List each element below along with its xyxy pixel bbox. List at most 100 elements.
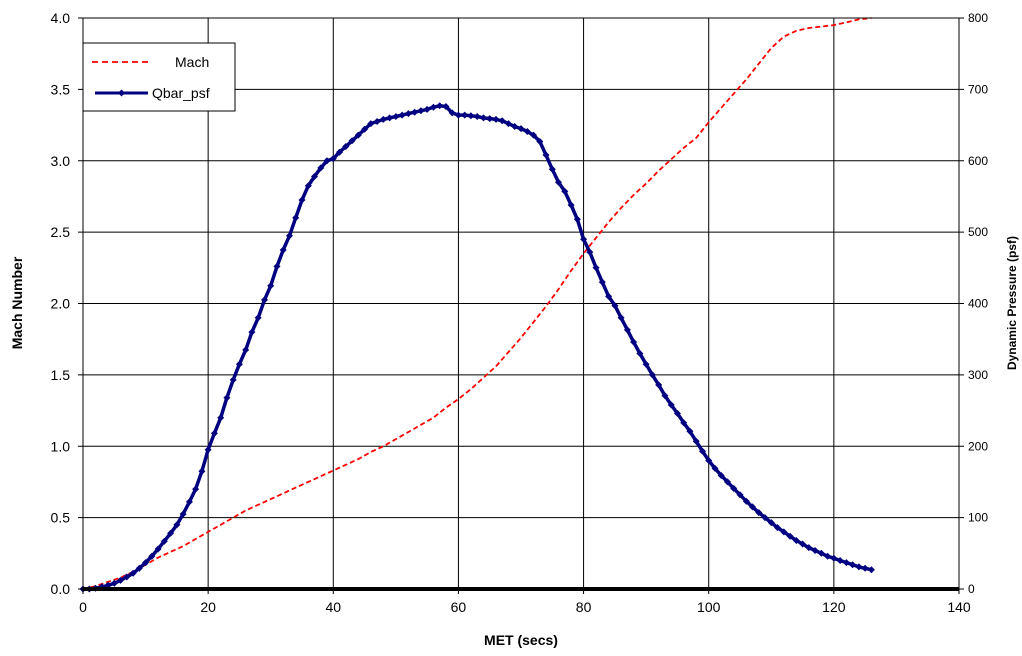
qbar-point xyxy=(486,115,494,123)
qbar-point xyxy=(223,394,231,402)
qbar-point xyxy=(411,108,419,116)
qbar-point xyxy=(198,467,206,475)
legend-qbar-marker xyxy=(118,89,125,97)
qbar-point xyxy=(667,401,675,409)
qbar-point xyxy=(774,524,781,532)
x-tick-label: 140 xyxy=(947,599,971,615)
qbar-point xyxy=(611,302,619,310)
axes xyxy=(78,17,964,594)
y2-tick-label: 100 xyxy=(968,511,988,525)
qbar-point xyxy=(655,381,663,389)
y-tick-label: 2.5 xyxy=(51,224,71,240)
y2-tick-label: 600 xyxy=(968,154,988,168)
qbar-point xyxy=(761,514,769,522)
qbar-point xyxy=(473,113,481,120)
qbar-point xyxy=(298,196,306,204)
qbar-point xyxy=(367,120,375,128)
x-tick-label: 100 xyxy=(697,599,721,615)
qbar-point xyxy=(648,371,656,379)
qbar-point xyxy=(342,143,350,150)
y-axis-title: Mach Number xyxy=(9,256,25,349)
qbar-point xyxy=(261,296,268,304)
qbar-point xyxy=(692,437,700,445)
x-tick-label: 40 xyxy=(325,599,341,615)
qbar-point xyxy=(404,110,412,118)
qbar-point xyxy=(630,338,638,346)
qbar-point xyxy=(673,409,681,417)
y-tick-label: 2.0 xyxy=(51,296,71,312)
legend: Mach Qbar_psf xyxy=(82,42,236,112)
qbar-point xyxy=(480,114,487,122)
qbar-point xyxy=(805,544,813,552)
qbar-point xyxy=(511,123,519,130)
qbar-point xyxy=(373,118,381,125)
y2-tick-label: 800 xyxy=(968,11,988,25)
y2-tick-label: 500 xyxy=(968,225,988,239)
qbar-point xyxy=(217,414,225,422)
qbar-point xyxy=(167,529,175,537)
qbar-point xyxy=(286,232,293,240)
qbar-point xyxy=(129,569,137,577)
qbar-point xyxy=(273,262,281,270)
y2-tick-label: 200 xyxy=(968,439,988,453)
qbar-point xyxy=(786,532,794,540)
x-tick-label: 60 xyxy=(451,599,467,615)
y-tick-label: 3.0 xyxy=(51,153,71,169)
qbar-point xyxy=(498,117,506,125)
legend-mach-label: Mach xyxy=(175,54,209,70)
qbar-point xyxy=(724,478,731,486)
qbar-point xyxy=(573,215,581,223)
qbar-point xyxy=(467,112,475,120)
qbar-point xyxy=(780,528,788,536)
y-tick-label: 0.5 xyxy=(51,510,71,526)
qbar-point xyxy=(429,103,437,111)
y-tick-label: 1.0 xyxy=(51,438,71,454)
qbar-point xyxy=(523,128,531,135)
qbar-point xyxy=(173,521,181,529)
qbar-point xyxy=(824,552,832,560)
qbar-point xyxy=(392,113,400,120)
qbar-point xyxy=(192,485,200,493)
y-tick-label: 1.5 xyxy=(51,367,71,383)
qbar-point xyxy=(705,457,713,464)
qbar-point xyxy=(617,314,625,322)
qbar-point xyxy=(110,579,118,587)
y-tick-label: 0.0 xyxy=(51,581,71,597)
qbar-point xyxy=(580,235,588,243)
qbar-point xyxy=(417,107,425,115)
qbar-point xyxy=(867,566,875,574)
qbar-point xyxy=(379,115,387,123)
qbar-point xyxy=(623,326,631,334)
qbar-point xyxy=(135,564,143,572)
qbar-point xyxy=(842,559,850,567)
qbar-point xyxy=(448,109,456,117)
qbar-point xyxy=(836,557,844,564)
qbar-point xyxy=(254,314,262,322)
legend-qbar-label: Qbar_psf xyxy=(152,85,210,101)
qbar-point xyxy=(204,446,212,454)
qbar-point xyxy=(717,472,725,479)
tick-labels: 0 20 40 60 80 100 120 140 0.0 0.5 1.0 1.5 2.0 2.5 3.0 3… xyxy=(51,10,989,615)
qbar-point xyxy=(536,138,544,145)
qbar-point xyxy=(699,447,706,455)
legend-box xyxy=(82,42,236,112)
qbar-point xyxy=(336,148,343,156)
qbar-point xyxy=(423,105,431,113)
qbar-point xyxy=(767,519,775,527)
qbar-point xyxy=(742,497,750,505)
y2-tick-label: 700 xyxy=(968,82,988,96)
y-tick-label: 3.5 xyxy=(51,81,71,97)
qbar-point xyxy=(555,178,562,186)
qbar-point xyxy=(792,537,800,544)
qbar-point xyxy=(755,509,763,517)
qbar-point xyxy=(117,576,124,584)
y-tick-label: 4.0 xyxy=(51,10,71,26)
qbar-point xyxy=(461,111,469,119)
qbar-point xyxy=(123,573,131,581)
qbar-point xyxy=(142,559,150,567)
qbar-point xyxy=(292,214,300,222)
qbar-point xyxy=(567,201,575,209)
y2-tick-label: 0 xyxy=(968,582,975,596)
qbar-point xyxy=(711,464,719,472)
qbar-point xyxy=(304,182,312,190)
